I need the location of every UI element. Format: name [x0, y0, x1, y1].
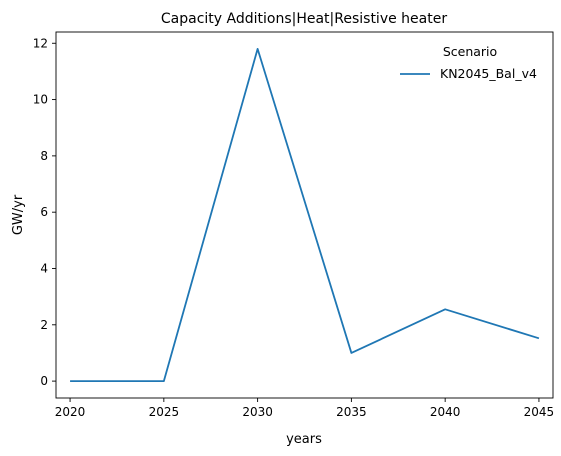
legend: Scenario KN2045_Bal_v4	[400, 44, 537, 81]
x-tick-label: 2030	[242, 405, 273, 419]
x-tick-label: 2035	[336, 405, 367, 419]
legend-title: Scenario	[443, 44, 497, 59]
legend-entry-label: KN2045_Bal_v4	[440, 66, 537, 81]
x-axis-label: years	[286, 432, 322, 447]
x-tick-label: 2040	[430, 405, 461, 419]
x-axis: 2020 2025 2030 2035 2040 2045	[55, 398, 554, 419]
x-tick-label: 2025	[149, 405, 180, 419]
x-tick-label: 2045	[524, 405, 555, 419]
y-tick-label: 4	[40, 261, 48, 275]
y-tick-label: 8	[40, 149, 48, 163]
y-tick-label: 10	[33, 93, 48, 107]
chart-title: Capacity Additions|Heat|Resistive heater	[161, 11, 447, 27]
y-tick-label: 6	[40, 205, 48, 219]
series-line	[70, 47, 540, 383]
x-tick-label: 2020	[55, 405, 86, 419]
y-tick-label: 2	[40, 318, 48, 332]
plot-area-frame	[55, 31, 554, 399]
y-axis-label: GW/yr	[11, 194, 26, 235]
y-tick-label: 12	[33, 36, 48, 50]
y-tick-label: 0	[40, 374, 48, 388]
y-axis: 0 2 4 6 8 10 12	[33, 36, 56, 388]
series-layer	[70, 47, 540, 383]
